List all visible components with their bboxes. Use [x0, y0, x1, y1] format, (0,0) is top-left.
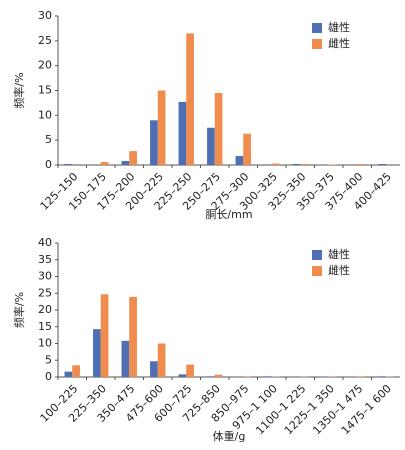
y-tick-label: 15 — [38, 320, 52, 333]
bar — [100, 162, 109, 165]
bar — [243, 133, 251, 165]
y-tick-label: 40 — [38, 236, 52, 249]
bar — [129, 296, 137, 377]
bar — [264, 376, 272, 377]
y-axis-label: 频率/% — [12, 292, 26, 328]
bar — [121, 161, 130, 165]
y-tick-label: 30 — [38, 270, 52, 283]
y-tick-label: 20 — [38, 303, 52, 316]
bar — [121, 340, 130, 377]
y-tick-label: 10 — [38, 108, 52, 121]
y-tick-label: 5 — [45, 133, 52, 146]
legend-label: 雄性 — [328, 20, 350, 34]
bar — [186, 33, 194, 166]
bar — [186, 364, 194, 377]
y-tick-label: 0 — [45, 370, 52, 383]
legend-swatch — [312, 250, 322, 260]
bar — [150, 361, 158, 377]
legend-swatch — [312, 39, 322, 49]
y-tick-label: 20 — [38, 59, 52, 72]
y-tick-label: 0 — [45, 158, 52, 171]
legend-swatch — [312, 23, 322, 33]
bar — [64, 164, 73, 165]
bar — [378, 164, 386, 165]
bar — [178, 374, 187, 377]
y-tick-label: 15 — [38, 84, 52, 97]
x-axis-label: 胴长/mm — [205, 208, 252, 221]
bar — [72, 365, 80, 377]
bar — [207, 127, 215, 165]
y-axis-label: 频率/% — [12, 72, 26, 108]
bar — [243, 376, 251, 377]
legend-label: 雌性 — [328, 263, 350, 277]
bar — [378, 376, 386, 377]
bar — [93, 329, 101, 377]
bar — [64, 371, 73, 377]
x-axis-label: 体重/g — [213, 429, 246, 443]
legend-label: 雄性 — [328, 247, 350, 261]
bar — [235, 156, 244, 165]
y-tick-label: 25 — [38, 286, 52, 299]
bar — [357, 376, 365, 377]
bar — [357, 164, 365, 165]
bar — [178, 101, 187, 165]
bar — [157, 90, 166, 165]
legend-label: 雌性 — [328, 36, 350, 50]
bar — [214, 374, 223, 377]
bar — [150, 120, 158, 165]
bar — [214, 92, 223, 165]
bar — [300, 164, 308, 165]
y-tick-label: 5 — [45, 353, 52, 366]
bar — [271, 163, 280, 165]
bar — [292, 164, 301, 165]
y-tick-label: 30 — [38, 9, 52, 22]
legend-swatch — [312, 266, 322, 276]
y-tick-label: 25 — [38, 34, 52, 47]
bar — [207, 376, 215, 377]
bar — [129, 151, 137, 165]
bar — [157, 343, 166, 377]
y-tick-label: 10 — [38, 337, 52, 350]
bar — [100, 294, 109, 377]
y-tick-label: 35 — [38, 253, 52, 266]
